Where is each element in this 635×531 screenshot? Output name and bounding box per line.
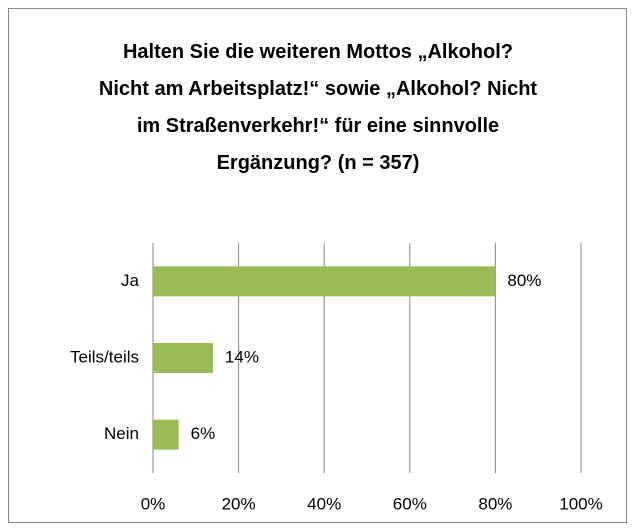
bar	[153, 343, 213, 373]
x-tick-label: 60%	[393, 494, 427, 513]
x-tick-label: 40%	[307, 494, 341, 513]
x-tick-label: 80%	[478, 494, 512, 513]
data-label: 6%	[191, 424, 216, 443]
y-tick-label: Teils/teils	[70, 347, 139, 366]
y-tick-label: Nein	[104, 424, 139, 443]
x-tick-label: 100%	[559, 494, 602, 513]
data-label: 80%	[507, 271, 541, 290]
chart-border	[8, 8, 627, 523]
y-tick-label: Ja	[121, 271, 140, 290]
x-tick-label: 0%	[141, 494, 166, 513]
data-label: 14%	[225, 347, 259, 366]
x-tick-label: 20%	[222, 494, 256, 513]
bar	[153, 419, 179, 450]
chart-title: Halten Sie die weiteren Mottos „Alkohol?…	[98, 41, 538, 174]
bar	[153, 266, 496, 297]
